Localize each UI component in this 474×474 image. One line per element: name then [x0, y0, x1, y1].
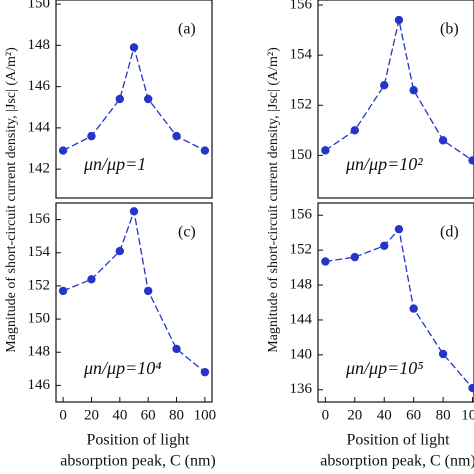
- data-point: [200, 146, 210, 155]
- plot-frame: [317, 202, 474, 403]
- y-tick-label: 148: [28, 344, 51, 360]
- x-tick-label: 0: [59, 407, 67, 423]
- data-point: [143, 94, 153, 104]
- data-point: [58, 286, 68, 296]
- y-tick-label: 152: [28, 277, 51, 293]
- y-tick-label: 142: [28, 161, 51, 177]
- data-point: [350, 126, 359, 135]
- ratio-annotation: μn/μp=10⁵: [345, 358, 423, 378]
- data-point: [394, 15, 404, 25]
- y-tick-label: 140: [290, 346, 313, 362]
- panel-label: (d): [440, 224, 459, 241]
- panel-label: (a): [178, 21, 196, 38]
- data-point: [115, 94, 125, 104]
- data-point: [409, 86, 418, 95]
- x-tick-label: 20: [347, 407, 362, 423]
- data-point: [350, 252, 359, 262]
- data-point: [115, 246, 125, 256]
- y-tick-label: 150: [28, 0, 51, 12]
- ratio-annotation: μn/μp=10⁴: [83, 358, 161, 378]
- y-tick-label: 136: [290, 381, 313, 397]
- y-tick-label: 150: [290, 147, 313, 163]
- data-point: [409, 304, 418, 313]
- y-axis-label: Magnitude of short-circuit current densi…: [266, 47, 281, 353]
- x-tick-label: 80: [436, 407, 451, 423]
- ratio-annotation: μn/μp=1: [83, 154, 146, 174]
- data-point: [394, 224, 404, 234]
- x-tick-label: 20: [84, 407, 99, 423]
- data-point: [87, 275, 96, 284]
- y-tick-label: 148: [28, 37, 51, 53]
- y-tick-label: 146: [28, 78, 51, 94]
- data-point: [129, 43, 139, 52]
- y-tick-label: 152: [290, 242, 313, 258]
- plot-frame: [55, 202, 213, 403]
- data-point: [143, 286, 153, 296]
- data-point: [321, 146, 330, 155]
- x-tick-label: 100: [461, 407, 474, 423]
- x-tick-label: 40: [377, 407, 392, 423]
- data-point: [87, 131, 96, 141]
- y-tick-label: 154: [28, 244, 51, 260]
- ratio-annotation: μn/μp=10²: [345, 154, 423, 174]
- plot-frame: [55, 0, 213, 199]
- data-point: [468, 383, 474, 393]
- y-axis-label: Magnitude of short-circuit current densi…: [4, 47, 19, 353]
- x-axis-label: Position of light: [86, 432, 190, 449]
- data-point: [172, 131, 181, 141]
- x-axis-label: absorption peak, C (nm): [320, 453, 474, 470]
- data-point: [200, 367, 210, 377]
- x-tick-label: 80: [169, 407, 184, 423]
- y-tick-label: 156: [290, 207, 313, 223]
- data-line: [324, 19, 473, 161]
- data-point: [321, 257, 330, 266]
- panel-label: (c): [178, 224, 196, 241]
- y-tick-label: 156: [28, 211, 51, 227]
- data-point: [172, 344, 181, 354]
- y-tick-label: 146: [28, 377, 51, 393]
- x-tick-label: 40: [112, 407, 127, 423]
- x-tick-label: 60: [406, 407, 421, 423]
- y-tick-label: 154: [290, 47, 313, 63]
- y-tick-label: 148: [290, 276, 313, 292]
- data-point: [438, 349, 448, 359]
- panel-label: (b): [440, 21, 459, 38]
- data-point: [58, 146, 68, 155]
- plot-frame: [317, 0, 474, 199]
- data-point: [380, 241, 389, 250]
- x-axis-label: absorption peak, C (nm): [60, 453, 216, 470]
- x-tick-label: 0: [322, 407, 330, 423]
- data-point: [468, 156, 474, 165]
- x-tick-label: 100: [194, 407, 217, 423]
- data-point: [380, 81, 389, 90]
- y-tick-label: 144: [28, 119, 51, 135]
- data-line: [62, 44, 206, 152]
- data-point: [129, 207, 139, 216]
- x-axis-label: Position of light: [346, 432, 450, 449]
- x-tick-label: 60: [141, 407, 156, 423]
- y-tick-label: 156: [290, 0, 313, 12]
- y-tick-label: 144: [290, 311, 313, 327]
- y-tick-label: 152: [290, 97, 313, 113]
- data-point: [438, 136, 448, 145]
- y-tick-label: 150: [28, 311, 51, 327]
